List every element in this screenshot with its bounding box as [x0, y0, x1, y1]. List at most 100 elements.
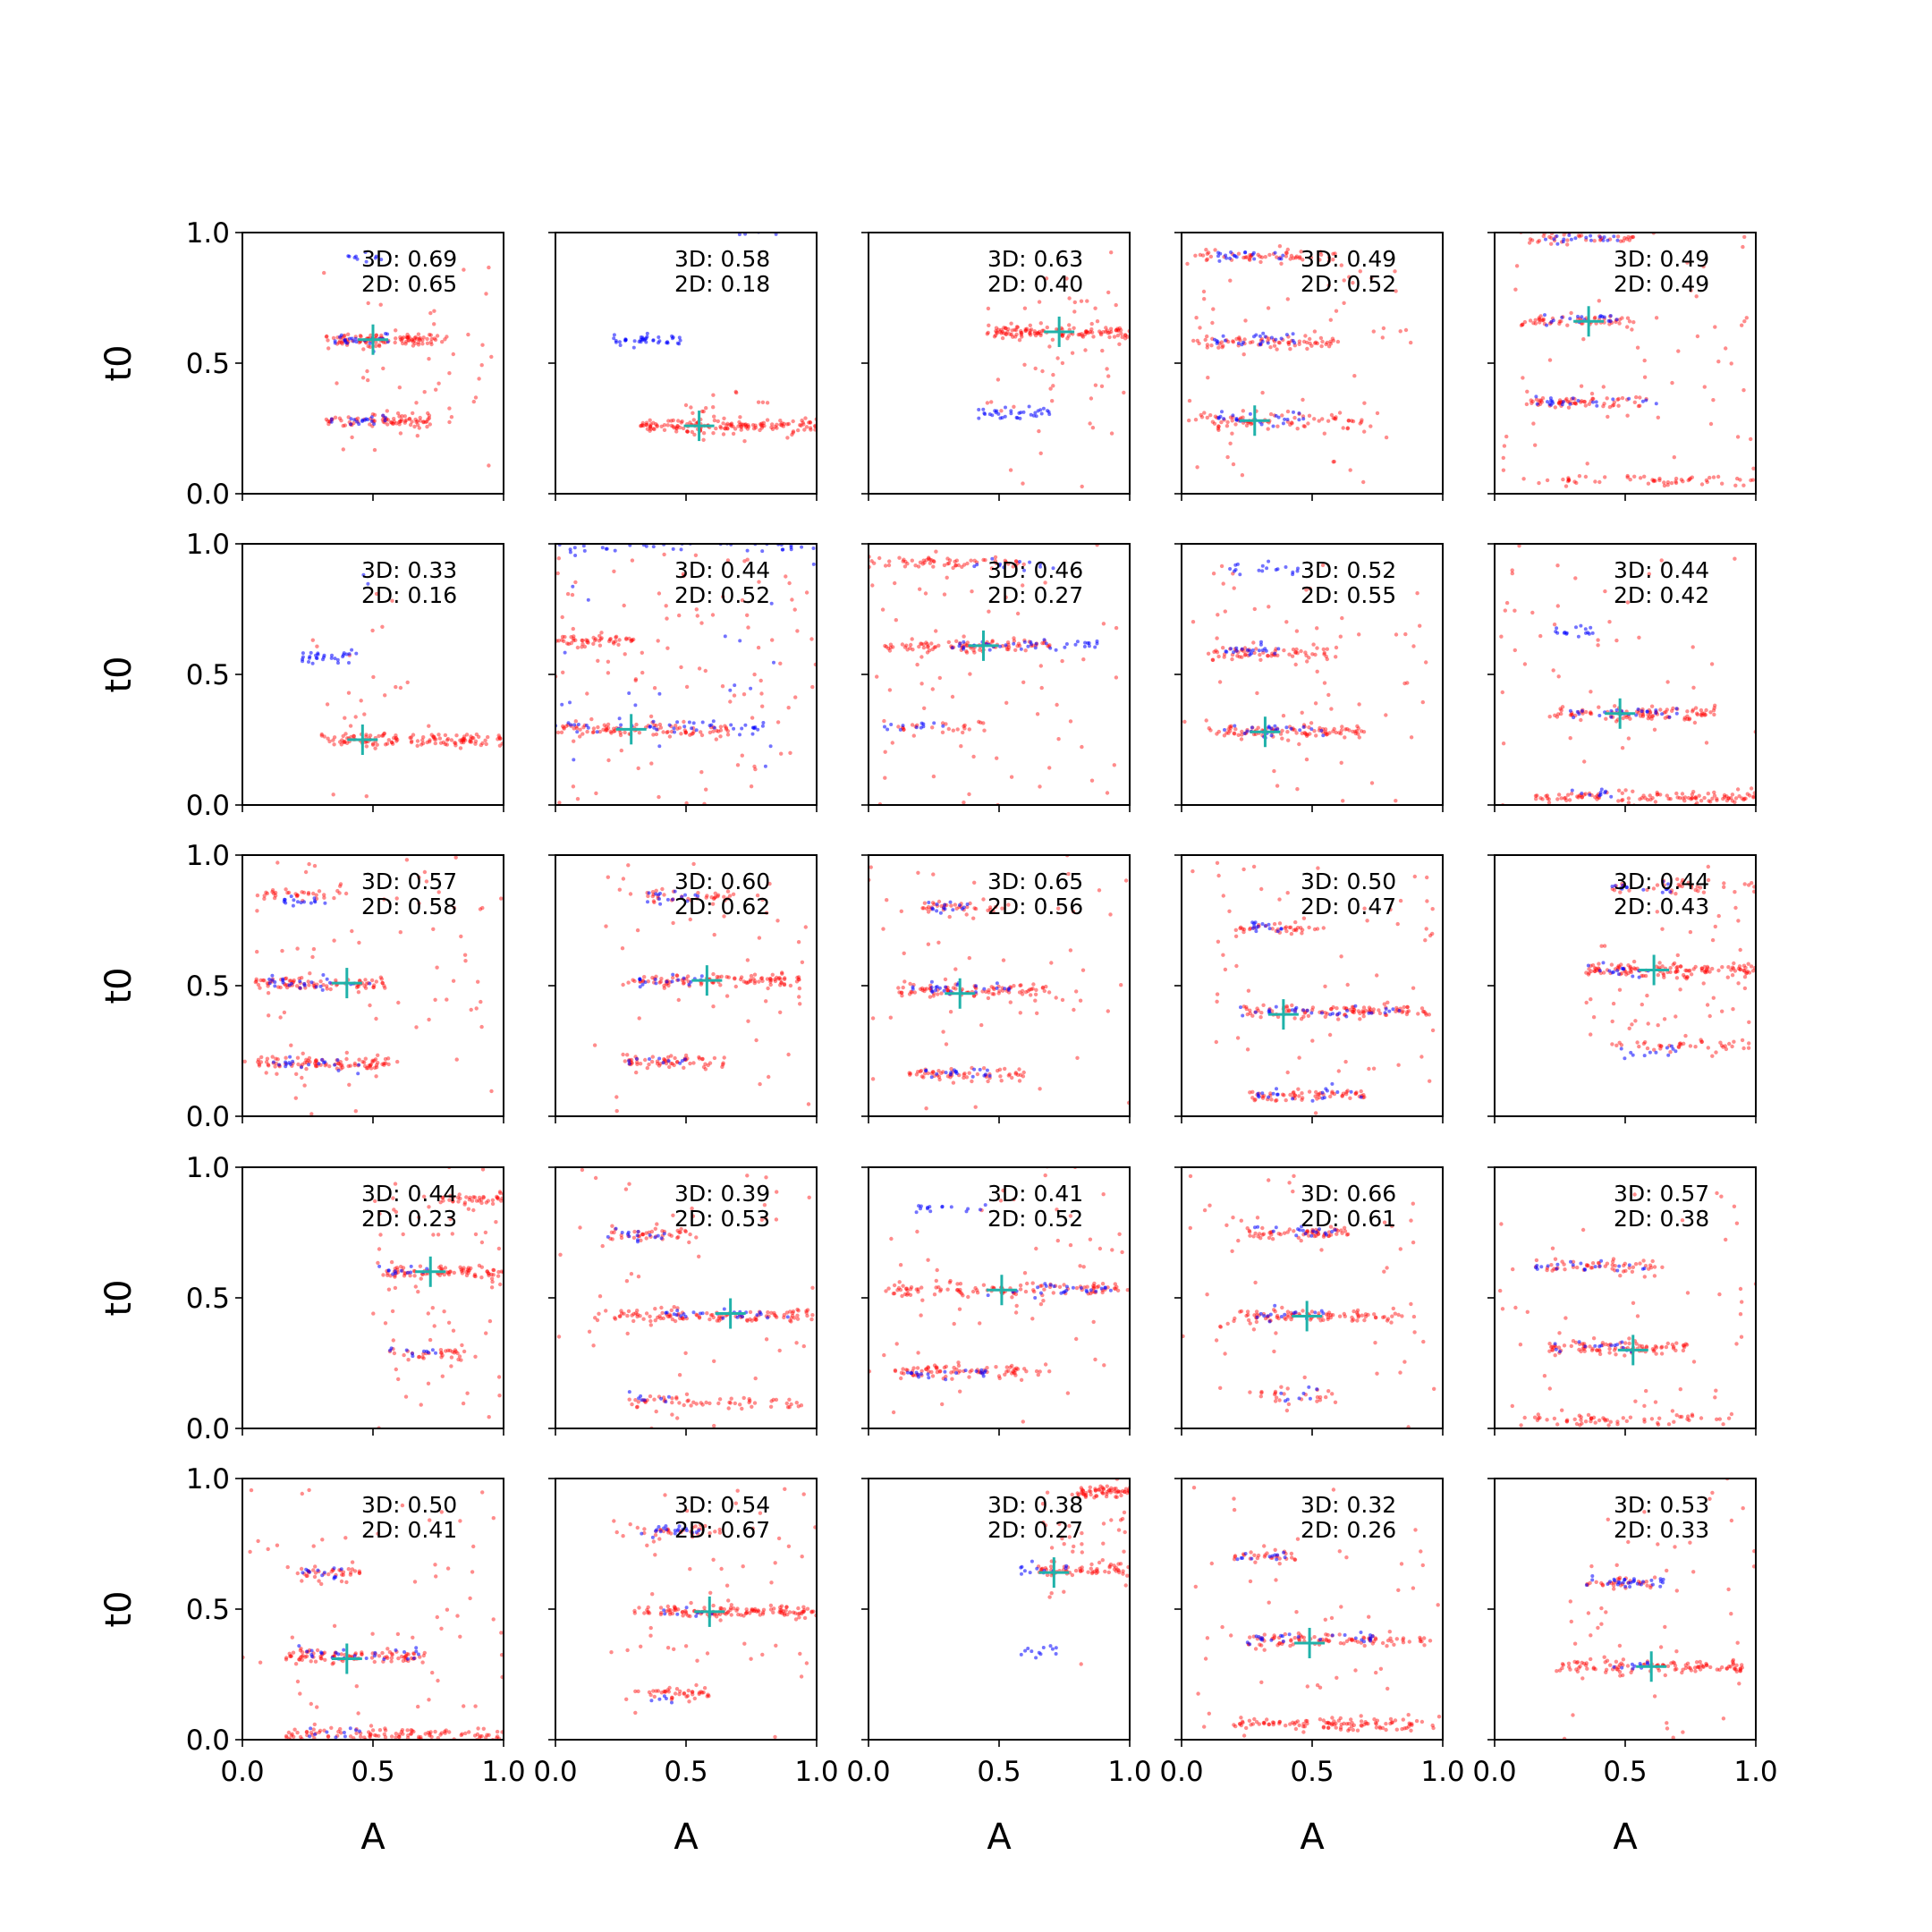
red-point: [1326, 419, 1331, 423]
scatter-points: [1584, 864, 1756, 1061]
red-point: [459, 934, 463, 939]
red-point: [1733, 800, 1737, 804]
blue-point: [1580, 315, 1584, 319]
blue-point: [1223, 728, 1226, 732]
red-point: [710, 902, 716, 906]
red-point: [795, 629, 800, 633]
blue-point: [1337, 1011, 1342, 1015]
red-point: [1671, 706, 1675, 711]
blue-point: [1629, 1050, 1633, 1055]
red-point: [630, 638, 634, 642]
red-point: [496, 737, 500, 741]
red-point: [1302, 731, 1307, 735]
blue-point: [383, 419, 387, 423]
red-point: [1563, 795, 1568, 801]
red-point: [1229, 724, 1233, 728]
red-point: [421, 419, 426, 425]
red-point: [770, 422, 775, 427]
red-point: [718, 734, 723, 739]
red-point: [1556, 674, 1561, 679]
score-2d-label: 2D: 0.47: [1301, 894, 1396, 919]
red-point: [1557, 398, 1563, 402]
red-point: [391, 421, 396, 426]
red-point: [971, 916, 976, 920]
red-point: [1068, 948, 1073, 953]
red-point: [357, 940, 361, 945]
red-point: [969, 558, 973, 563]
red-point: [995, 330, 999, 335]
red-point: [374, 1016, 378, 1021]
red-point: [460, 1271, 465, 1275]
red-point: [1362, 1095, 1367, 1099]
red-point: [1315, 626, 1319, 631]
blue-point: [1285, 418, 1290, 421]
blue-point: [921, 722, 926, 726]
red-point: [992, 335, 997, 339]
red-point: [1032, 329, 1038, 334]
red-point: [374, 343, 378, 349]
red-point: [1617, 987, 1623, 992]
red-point: [1706, 1046, 1711, 1050]
red-point: [614, 1108, 619, 1114]
red-point: [1225, 419, 1230, 425]
red-point: [703, 1062, 708, 1066]
score-3d-label: 3D: 0.58: [674, 246, 770, 272]
red-point: [1590, 396, 1595, 401]
red-point: [462, 740, 466, 745]
red-point: [743, 425, 749, 429]
red-point: [1589, 690, 1593, 694]
red-point: [1648, 715, 1652, 719]
red-point: [1006, 647, 1011, 652]
red-point: [1242, 653, 1248, 657]
red-point: [671, 418, 675, 423]
red-point: [418, 335, 422, 341]
red-point: [907, 1071, 911, 1075]
red-point: [794, 979, 800, 984]
red-point: [962, 726, 967, 731]
red-point: [742, 422, 748, 428]
red-point: [412, 424, 417, 429]
red-point: [580, 732, 585, 736]
red-point: [371, 1311, 376, 1316]
red-point: [426, 411, 430, 416]
red-point: [1071, 909, 1076, 914]
red-point: [965, 904, 970, 910]
red-point: [363, 986, 369, 990]
red-point: [479, 742, 483, 748]
blue-point: [942, 906, 946, 911]
red-point: [1656, 972, 1661, 978]
red-point: [923, 591, 928, 596]
red-point: [689, 405, 693, 410]
red-point: [606, 722, 611, 727]
blue-point: [711, 719, 716, 724]
red-point: [1020, 988, 1025, 994]
red-point: [438, 1264, 444, 1268]
blue-point: [1583, 627, 1588, 631]
red-point: [1627, 319, 1632, 324]
red-point: [496, 1269, 501, 1275]
red-point: [740, 425, 744, 429]
red-point: [427, 416, 432, 420]
blue-point: [302, 981, 307, 986]
red-point: [1616, 799, 1621, 803]
red-point: [1072, 309, 1077, 314]
red-point: [670, 1062, 674, 1066]
red-point: [398, 335, 402, 340]
score-3d-label: 3D: 0.60: [674, 869, 770, 894]
red-point: [1258, 1015, 1263, 1020]
red-point: [1334, 417, 1338, 421]
red-point: [448, 1216, 453, 1222]
red-point: [339, 340, 344, 345]
red-point: [1693, 795, 1698, 801]
blue-point: [769, 601, 774, 606]
blue-point: [1258, 343, 1262, 347]
red-point: [910, 990, 914, 995]
red-point: [797, 986, 802, 991]
blue-point: [756, 727, 760, 732]
red-point: [1093, 383, 1098, 387]
red-point: [928, 561, 933, 565]
blue-point: [1038, 564, 1042, 569]
red-point: [1649, 716, 1654, 721]
blue-point: [1660, 712, 1665, 716]
